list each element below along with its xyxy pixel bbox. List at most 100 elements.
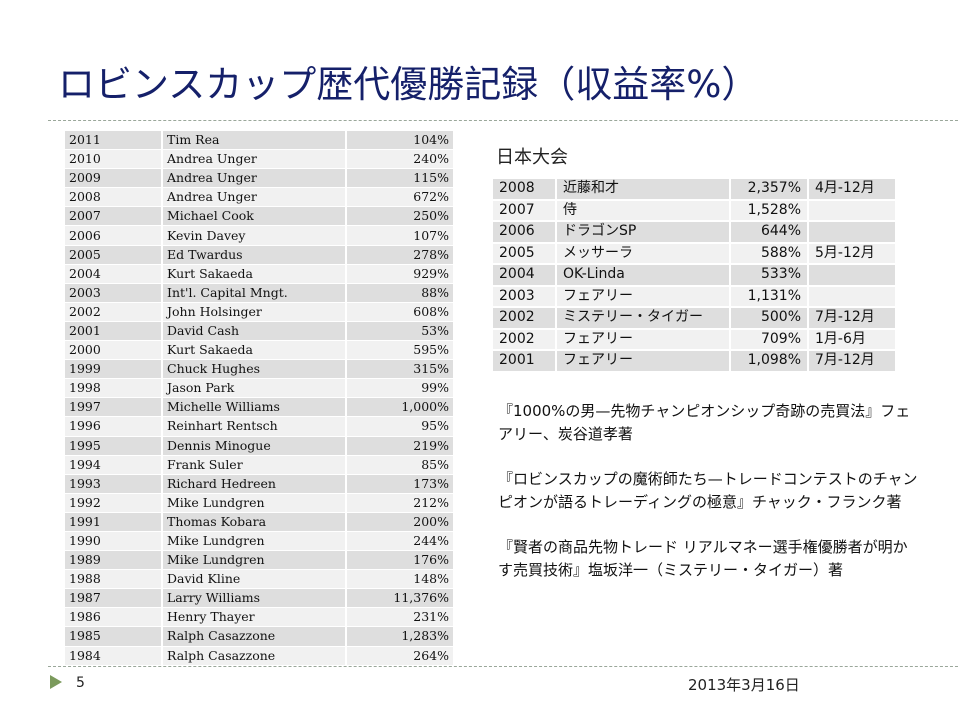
- year-cell: 1986: [65, 607, 163, 628]
- table-row: 2004 OK-Linda 533%: [493, 264, 895, 287]
- name-cell: Mike Lundgren: [162, 550, 347, 571]
- table-row: 2002 John Holsinger 608%: [65, 302, 453, 322]
- year-cell: 1992: [65, 493, 163, 513]
- slide-title: ロビンスカップ歴代優勝記録（収益率%）: [58, 63, 759, 106]
- name-cell: メッサーラ: [556, 242, 731, 265]
- year-cell: 2006: [65, 225, 163, 246]
- return-cell: 85%: [346, 455, 453, 475]
- return-cell: 644%: [730, 221, 809, 244]
- table-row: 1986 Henry Thayer 231%: [65, 607, 453, 628]
- return-cell: 250%: [346, 206, 453, 227]
- robbins-cup-table: 2011 Tim Rea 104% 2010 Andrea Unger 240% 2009 A…: [65, 131, 453, 666]
- return-cell: 115%: [346, 168, 453, 189]
- year-cell: 1990: [65, 531, 163, 552]
- return-cell: 2,357%: [730, 179, 809, 201]
- table-row: 2001 フェアリー 1,098% 7月-12月: [493, 350, 895, 373]
- period-cell: 5月-12月: [808, 242, 895, 265]
- table-row: 2002 フェアリー 709% 1月-6月: [493, 328, 895, 351]
- return-cell: 88%: [346, 283, 453, 303]
- table-row: 2005 Ed Twardus 278%: [65, 245, 453, 265]
- slide-date: 2013年3月16日: [688, 676, 800, 694]
- return-cell: 104%: [346, 131, 453, 151]
- return-cell: 500%: [730, 307, 809, 330]
- return-cell: 588%: [730, 242, 809, 265]
- year-cell: 1984: [65, 646, 163, 666]
- name-cell: Richard Hedreen: [162, 474, 347, 494]
- year-cell: 2007: [65, 206, 163, 227]
- name-cell: フェアリー: [556, 350, 731, 373]
- year-cell: 1996: [65, 416, 163, 437]
- year-cell: 2005: [65, 245, 163, 265]
- return-cell: 231%: [346, 607, 453, 628]
- table-row: 2010 Andrea Unger 240%: [65, 149, 453, 170]
- name-cell: ドラゴンSP: [556, 221, 731, 244]
- name-cell: Chuck Hughes: [162, 359, 347, 380]
- name-cell: Ed Twardus: [162, 245, 347, 265]
- name-cell: Ralph Casazzone: [162, 646, 347, 666]
- page-number: 5: [76, 675, 85, 691]
- name-cell: Frank Suler: [162, 455, 347, 475]
- table-row: 2006 Kevin Davey 107%: [65, 225, 453, 246]
- name-cell: Andrea Unger: [162, 149, 347, 170]
- return-cell: 1,131%: [730, 285, 809, 308]
- table-row: 2011 Tim Rea 104%: [65, 131, 453, 151]
- name-cell: Tim Rea: [162, 131, 347, 151]
- table-row: 2008 近藤和才 2,357% 4月-12月: [493, 179, 895, 201]
- return-cell: 176%: [346, 550, 453, 571]
- name-cell: Mike Lundgren: [162, 531, 347, 552]
- name-cell: Andrea Unger: [162, 168, 347, 189]
- year-cell: 2008: [65, 187, 163, 208]
- period-cell: 7月-12月: [808, 350, 895, 373]
- return-cell: 709%: [730, 328, 809, 351]
- return-cell: 929%: [346, 264, 453, 284]
- table-row: 2004 Kurt Sakaeda 929%: [65, 264, 453, 284]
- table-row: 1994 Frank Suler 85%: [65, 455, 453, 475]
- name-cell: フェアリー: [556, 328, 731, 351]
- name-cell: Larry Williams: [162, 588, 347, 609]
- name-cell: フェアリー: [556, 285, 731, 308]
- return-cell: 672%: [346, 187, 453, 208]
- table-row: 2001 David Cash 53%: [65, 321, 453, 342]
- return-cell: 53%: [346, 321, 453, 342]
- return-cell: 264%: [346, 646, 453, 666]
- return-cell: 95%: [346, 416, 453, 437]
- table-row: 1997 Michelle Williams 1,000%: [65, 397, 453, 418]
- name-cell: Thomas Kobara: [162, 512, 347, 532]
- period-cell: [808, 285, 895, 308]
- name-cell: Kevin Davey: [162, 225, 347, 246]
- return-cell: 1,098%: [730, 350, 809, 373]
- period-cell: 1月-6月: [808, 328, 895, 351]
- table-row: 1999 Chuck Hughes 315%: [65, 359, 453, 380]
- table-row: 1996 Reinhart Rentsch 95%: [65, 416, 453, 437]
- table-row: 2009 Andrea Unger 115%: [65, 168, 453, 189]
- table-row: 1989 Mike Lundgren 176%: [65, 550, 453, 571]
- name-cell: John Holsinger: [162, 302, 347, 322]
- year-cell: 2001: [65, 321, 163, 342]
- name-cell: Kurt Sakaeda: [162, 264, 347, 284]
- name-cell: David Cash: [162, 321, 347, 342]
- period-cell: [808, 221, 895, 244]
- year-cell: 1988: [65, 569, 163, 590]
- name-cell: Jason Park: [162, 378, 347, 399]
- table-row: 2003 フェアリー 1,131%: [493, 285, 895, 308]
- return-cell: 315%: [346, 359, 453, 380]
- name-cell: Andrea Unger: [162, 187, 347, 208]
- return-cell: 240%: [346, 149, 453, 170]
- book-item: 『賢者の商品先物トレード リアルマネー選手権優勝者が明かす売買技術』塩坂洋一（ミ…: [498, 538, 908, 579]
- name-cell: Ralph Casazzone: [162, 626, 347, 647]
- return-cell: 1,283%: [346, 626, 453, 647]
- return-cell: 595%: [346, 340, 453, 361]
- year-cell: 2002: [65, 302, 163, 322]
- name-cell: Henry Thayer: [162, 607, 347, 628]
- return-cell: 608%: [346, 302, 453, 322]
- return-cell: 219%: [346, 436, 453, 456]
- year-cell: 2007: [493, 199, 557, 222]
- table-row: 2005 メッサーラ 588% 5月-12月: [493, 242, 895, 265]
- year-cell: 2002: [493, 307, 557, 330]
- table-row: 1995 Dennis Minogue 219%: [65, 436, 453, 456]
- year-cell: 1985: [65, 626, 163, 647]
- name-cell: 侍: [556, 199, 731, 222]
- book-item: 『ロビンスカップの魔術師たち—トレードコンテストのチャンピオンが語るトレーディン…: [498, 470, 918, 511]
- name-cell: ミステリー・タイガー: [556, 307, 731, 330]
- name-cell: David Kline: [162, 569, 347, 590]
